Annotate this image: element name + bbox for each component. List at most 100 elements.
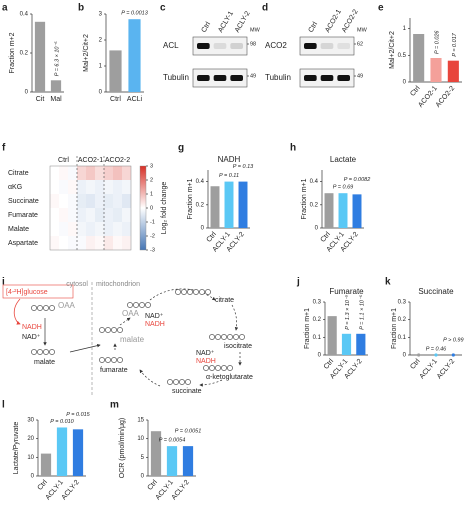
blot-band — [320, 75, 334, 81]
heatmap-cell — [104, 236, 113, 250]
heatmap-cell — [122, 194, 131, 208]
y-tick-label: 0 — [25, 90, 29, 96]
p-value: P = 0.0082 — [344, 177, 371, 183]
carbon-atom — [205, 289, 211, 295]
blot-band — [337, 43, 350, 49]
carbon-atom — [139, 302, 145, 308]
carbon-atom — [43, 305, 49, 311]
colorbar-tick-label: 2 — [150, 177, 153, 183]
blot-band — [230, 75, 243, 81]
bar — [56, 427, 68, 476]
carbon-atom — [99, 327, 105, 333]
y-axis-label: Lactate/Pyruvate — [13, 422, 20, 475]
carbon-atom — [133, 302, 139, 308]
y-tick-label: 0.2 — [20, 51, 29, 57]
heatmap-cell — [113, 166, 122, 180]
column-label: ACO2-1 — [78, 157, 103, 164]
y-tick-label: 0 — [403, 80, 407, 86]
heatmap-cell — [95, 222, 104, 236]
heatmap-cell — [104, 222, 113, 236]
heatmap-cell — [50, 236, 59, 250]
x-tick-label: ACLY-2 — [61, 479, 81, 501]
carbon-atom — [111, 327, 117, 333]
y-tick-label: 1 — [403, 26, 407, 32]
y-axis-label: Fraction m+1 — [301, 178, 308, 219]
panel-letter: c — [160, 3, 166, 14]
metabolite-label: OAA — [58, 301, 76, 310]
blot-band — [213, 43, 227, 49]
panel-letter: e — [378, 3, 384, 14]
heatmap-cell — [95, 236, 104, 250]
metabolite-label: NAD⁺ — [145, 313, 164, 320]
glucose-label: [4-²H]glucose — [6, 289, 48, 296]
carbon-atom — [227, 334, 233, 340]
row-label: αKG — [8, 184, 22, 191]
metabolite-label: NADH — [145, 321, 165, 328]
colorbar-tick-label: -1 — [150, 219, 155, 225]
chart-title: Succinate — [418, 287, 454, 296]
x-tick-label: Mal — [50, 96, 62, 103]
y-tick-label: 2 — [99, 38, 103, 44]
panel-letter: b — [78, 3, 84, 14]
x-tick-label: Ctrl — [409, 85, 422, 98]
panel-letter: h — [290, 143, 296, 154]
blot-band — [304, 75, 317, 81]
p-value: P = 0.46 — [426, 346, 447, 352]
bar — [324, 193, 334, 228]
y-axis-label: Fraction m+1 — [187, 178, 194, 219]
x-tick-label: Ctrl — [147, 479, 160, 492]
carbon-atom — [111, 357, 117, 363]
heatmap-cell — [68, 236, 77, 250]
y-tick-label: 0.4 — [310, 179, 319, 185]
y-axis-label: Fraction m+1 — [391, 308, 398, 349]
mw-label: 98 — [250, 41, 256, 47]
band-label: ACO2 — [265, 41, 287, 50]
metabolite-label: NAD⁺ — [196, 350, 215, 357]
y-tick-label: 15 — [137, 418, 144, 424]
carbon-atom — [209, 334, 215, 340]
carbon-atom — [145, 302, 151, 308]
panel-letter: l — [2, 400, 5, 411]
heatmap-cell — [68, 166, 77, 180]
bar — [356, 333, 366, 355]
y-tick-label: 30 — [27, 418, 34, 424]
y-tick-label: 20 — [27, 436, 34, 442]
y-tick-label: 0 — [315, 226, 319, 232]
metabolite-label: succinate — [172, 388, 202, 395]
mw-label: 49 — [250, 73, 256, 79]
row-label: Malate — [8, 226, 29, 233]
bar-zero-marker — [417, 353, 421, 357]
heatmap-cell — [122, 222, 131, 236]
p-value: P = 0.017 — [452, 32, 458, 56]
heatmap-cell — [104, 208, 113, 222]
heatmap-cell — [59, 166, 68, 180]
y-axis-label: OCR (pmol/min/μg) — [119, 418, 126, 478]
heatmap-cell — [68, 222, 77, 236]
bar — [238, 181, 248, 228]
metabolite-label: NADH — [196, 358, 216, 365]
heatmap-cell — [68, 180, 77, 194]
panel-letter: j — [296, 277, 300, 288]
bar — [109, 50, 122, 92]
y-tick-label: 0.4 — [196, 179, 205, 185]
carbon-atom — [227, 365, 233, 371]
p-value: P = 1.1 × 10⁻⁵ — [358, 294, 365, 330]
band-label: ACL — [163, 41, 179, 50]
carbon-atom — [215, 365, 221, 371]
panel-letter: d — [262, 3, 268, 14]
y-axis-label: Mal+2/Cit+2 — [83, 34, 90, 72]
heatmap-cell — [95, 208, 104, 222]
heatmap-cell — [68, 208, 77, 222]
p-value: P = 0.026 — [434, 30, 440, 54]
bar — [34, 21, 46, 92]
heatmap-cell — [68, 194, 77, 208]
y-tick-label: 0.3 — [313, 300, 322, 306]
heatmap-cell — [113, 222, 122, 236]
heatmap-cell — [86, 222, 95, 236]
carbon-atom — [187, 289, 193, 295]
bar — [352, 194, 362, 228]
compartment-label: mitochondrion — [96, 281, 140, 288]
mw-title: MW — [357, 27, 368, 33]
bar — [150, 431, 162, 476]
